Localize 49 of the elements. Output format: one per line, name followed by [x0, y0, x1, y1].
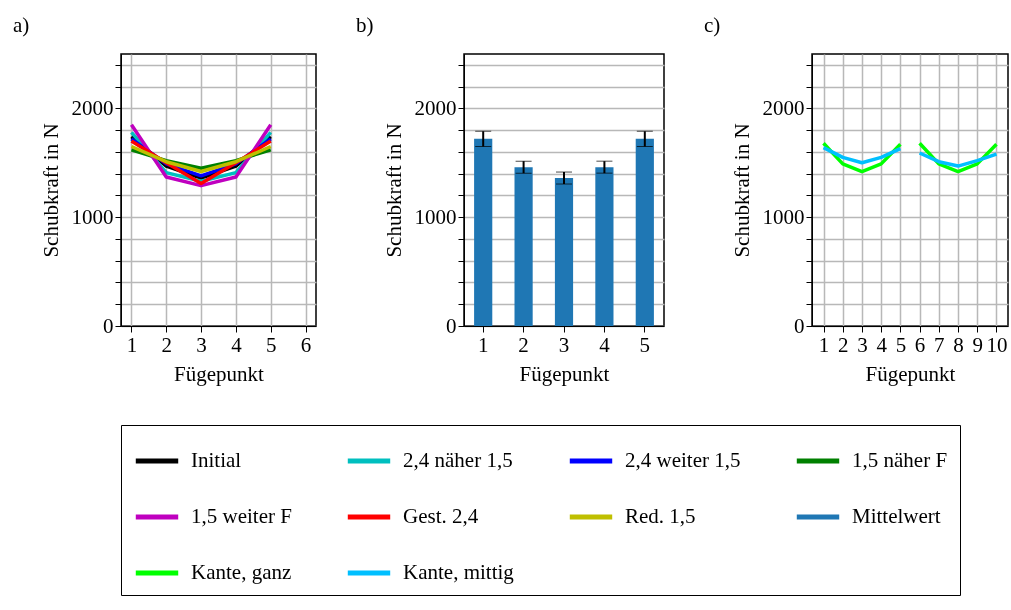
chart-title: b) [356, 12, 374, 37]
x-tick-label: 9 [972, 332, 983, 357]
x-tick-label: 5 [639, 332, 651, 357]
legend-label: 1,5 weiter F [191, 504, 292, 528]
x-tick-label: 1 [477, 332, 489, 357]
y-tick-label: 2000 [71, 95, 114, 120]
x-tick-label: 1 [818, 332, 830, 357]
legend-label: 1,5 näher F [852, 448, 948, 472]
x-tick-label: 2 [161, 332, 173, 357]
y-tick-label: 1000 [414, 204, 457, 229]
x-tick-label: 5 [265, 332, 277, 357]
legend-label: 2,4 weiter 1,5 [625, 448, 741, 472]
x-tick-label: 4 [599, 332, 611, 357]
x-tick-label: 8 [953, 332, 964, 357]
legend-label: Mittelwert [852, 504, 941, 528]
legend-label: Red. 1,5 [625, 504, 696, 528]
x-tick-label: 4 [231, 332, 243, 357]
x-axis-title: Fügepunkt [174, 361, 265, 386]
x-axis-title: Fügepunkt [865, 361, 956, 386]
legend-label: 2,4 näher 1,5 [403, 448, 513, 472]
x-axis-title: Fügepunkt [519, 361, 610, 386]
x-tick-label: 2 [518, 332, 529, 357]
x-tick-label: 3 [558, 332, 570, 357]
y-tick-label: 0 [446, 313, 457, 338]
y-tick-label: 0 [794, 313, 805, 338]
x-tick-label: 4 [876, 332, 888, 357]
y-tick-label: 2000 [414, 95, 457, 120]
legend-label: Kante, ganz [191, 560, 292, 584]
chart-title: a) [13, 12, 30, 37]
x-tick-label: 6 [300, 332, 312, 357]
legend-label: Kante, mittig [403, 560, 515, 584]
x-tick-label: 5 [895, 332, 907, 357]
x-tick-label: 10 [986, 332, 1008, 357]
x-tick-label: 1 [126, 332, 138, 357]
x-tick-label: 2 [838, 332, 849, 357]
x-tick-label: 3 [857, 332, 868, 357]
chart-title: c) [704, 12, 721, 37]
y-tick-label: 1000 [71, 204, 114, 229]
legend-label: Gest. 2,4 [403, 504, 479, 528]
y-axis-title: Schubkraft in N [381, 123, 406, 258]
legend-label: Initial [191, 448, 242, 472]
y-axis-title: Schubkraft in N [729, 123, 754, 258]
y-tick-label: 1000 [762, 204, 805, 229]
x-tick-label: 6 [914, 332, 926, 357]
y-tick-label: 0 [103, 313, 114, 338]
y-tick-label: 2000 [762, 95, 805, 120]
y-axis-title: Schubkraft in N [38, 123, 63, 258]
x-tick-label: 7 [934, 332, 945, 357]
x-tick-label: 3 [196, 332, 207, 357]
